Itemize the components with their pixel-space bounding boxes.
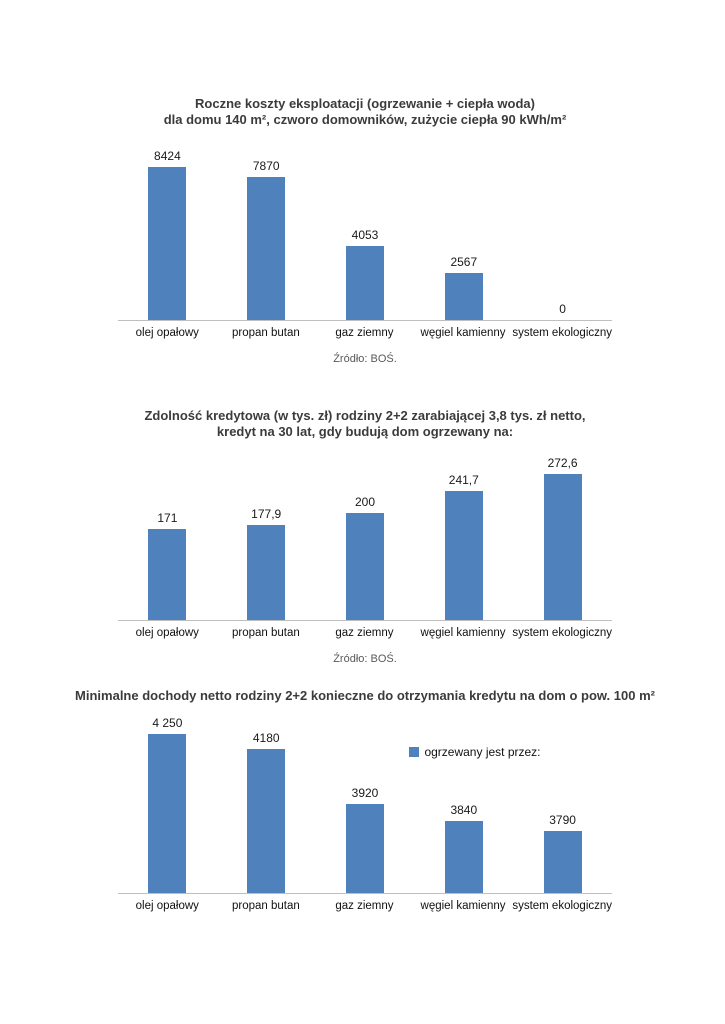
bar-value-label: 2567 bbox=[450, 255, 478, 270]
bar bbox=[345, 803, 384, 893]
plot-area: ogrzewany jest przez: 4 250 4180 3920 3840 3… bbox=[118, 716, 612, 894]
bar-value-label: 3840 bbox=[450, 802, 478, 817]
bar bbox=[247, 176, 286, 320]
category-labels: olej opałowy propan butan gaz ziemny węgiel… bbox=[118, 627, 612, 639]
chart-annual-operating-costs: Roczne koszty eksploatacji (ogrzewanie +… bbox=[118, 96, 612, 365]
bar bbox=[543, 474, 582, 620]
chart-minimum-net-income: Minimalne dochody netto rodziny 2+2 koni… bbox=[75, 688, 655, 912]
category-label: propan butan bbox=[231, 327, 300, 339]
chart-credit-capacity: Zdolność kredytowa (w tys. zł) rodziny 2… bbox=[118, 408, 612, 665]
category-label: olej opałowy bbox=[135, 900, 199, 912]
category-labels: olej opałowy propan butan gaz ziemny węgiel… bbox=[118, 327, 612, 339]
bar-value-label: 8424 bbox=[154, 148, 181, 163]
bar-value-label: 200 bbox=[354, 495, 375, 510]
bar-column: 177,9 bbox=[217, 465, 316, 620]
bar bbox=[444, 273, 483, 320]
chart-title-line: Minimalne dochody netto rodziny 2+2 koni… bbox=[75, 688, 655, 703]
bar bbox=[444, 820, 483, 893]
bar-column: 4 250 bbox=[118, 716, 217, 893]
bar bbox=[148, 733, 187, 893]
category-label: gaz ziemny bbox=[335, 627, 394, 639]
plot-area: 171 177,9 200 241,7 272,6 bbox=[118, 456, 612, 621]
bar-column: 8424 bbox=[118, 149, 217, 320]
source-note: Źródło: BOŚ. bbox=[333, 653, 397, 665]
bar-value-label: 4 250 bbox=[152, 715, 183, 730]
bar-value-label: 4180 bbox=[252, 730, 280, 745]
bar-column: 3840 bbox=[414, 723, 513, 893]
chart-title-line: dla domu 140 m², czworo domowników, zuży… bbox=[163, 112, 567, 127]
bar-column: 4180 bbox=[217, 723, 316, 893]
chart-title-line: Roczne koszty eksploatacji (ogrzewanie +… bbox=[195, 96, 535, 111]
bar-column: 2567 bbox=[414, 160, 513, 320]
source-note: Źródło: BOŚ. bbox=[333, 353, 397, 365]
category-label: olej opałowy bbox=[135, 327, 199, 339]
category-label: propan butan bbox=[231, 627, 300, 639]
bar-column: 241,7 bbox=[414, 465, 513, 620]
bar-column: 7870 bbox=[217, 158, 316, 320]
bar-value-label: 3920 bbox=[351, 785, 379, 800]
category-label: system ekologiczny bbox=[512, 900, 613, 912]
bar-column: 0 bbox=[513, 160, 612, 320]
bar-column: 3790 bbox=[513, 723, 612, 893]
chart-legend: ogrzewany jest przez: bbox=[409, 745, 541, 759]
legend-swatch-icon bbox=[409, 747, 420, 757]
bar-value-label: 0 bbox=[559, 302, 566, 316]
bar-value-label: 7870 bbox=[252, 158, 280, 173]
bar bbox=[444, 490, 483, 620]
category-label: węgiel kamienny bbox=[420, 627, 506, 639]
category-label: węgiel kamienny bbox=[420, 327, 506, 339]
bar-value-label: 177,9 bbox=[251, 506, 282, 521]
bar bbox=[543, 831, 582, 893]
chart-title: Roczne koszty eksploatacji (ogrzewanie +… bbox=[48, 96, 682, 128]
bar-column: 4053 bbox=[316, 160, 415, 320]
bar bbox=[148, 528, 187, 620]
category-label: węgiel kamienny bbox=[420, 900, 506, 912]
category-labels: olej opałowy propan butan gaz ziemny węgiel… bbox=[118, 900, 612, 912]
bar-value-label: 272,6 bbox=[547, 456, 578, 471]
category-label: gaz ziemny bbox=[335, 327, 394, 339]
category-label: propan butan bbox=[231, 900, 300, 912]
chart-title-line: Zdolność kredytowa (w tys. zł) rodziny 2… bbox=[144, 408, 586, 423]
category-label: gaz ziemny bbox=[335, 900, 394, 912]
bar bbox=[345, 246, 384, 320]
legend-label: ogrzewany jest przez: bbox=[424, 745, 541, 759]
category-label: system ekologiczny bbox=[512, 327, 613, 339]
plot-area: 8424 7870 4053 2567 0 bbox=[118, 149, 612, 321]
bar-column: 200 bbox=[316, 465, 415, 620]
bar-value-label: 171 bbox=[157, 510, 178, 525]
bar-column: 272,6 bbox=[513, 456, 612, 620]
category-label: system ekologiczny bbox=[512, 627, 613, 639]
chart-title: Minimalne dochody netto rodziny 2+2 koni… bbox=[48, 688, 682, 704]
bar-column: 3920 bbox=[316, 723, 415, 893]
bar bbox=[247, 524, 286, 620]
bar bbox=[247, 748, 286, 893]
bar-value-label: 241,7 bbox=[448, 472, 479, 487]
chart-title-line: kredyt na 30 lat, gdy budują dom ogrzewa… bbox=[216, 424, 514, 439]
bar-value-label: 3790 bbox=[549, 813, 576, 828]
category-label: olej opałowy bbox=[135, 627, 199, 639]
bar bbox=[345, 513, 384, 620]
bar-column: 171 bbox=[118, 465, 217, 620]
bar-value-label: 4053 bbox=[351, 228, 379, 243]
bar bbox=[148, 166, 187, 320]
chart-title: Zdolność kredytowa (w tys. zł) rodziny 2… bbox=[48, 408, 682, 440]
